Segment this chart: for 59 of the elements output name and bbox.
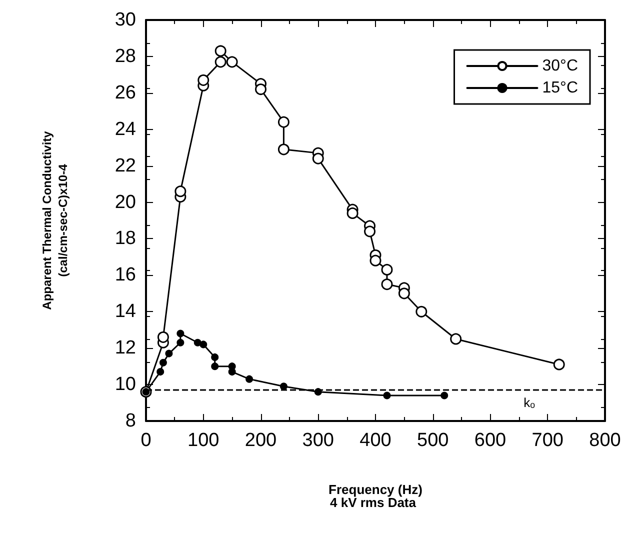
point — [176, 330, 184, 338]
point — [381, 264, 393, 276]
x-tick-label: 700 — [532, 430, 564, 451]
x-tick-label: 500 — [417, 430, 449, 451]
y-tick-label: 14 — [114, 301, 136, 322]
point — [228, 368, 236, 376]
y-tick-label: 16 — [114, 264, 136, 286]
y-tick-label: 8 — [125, 410, 136, 432]
point — [198, 74, 210, 86]
y-tick-label: 26 — [114, 82, 136, 104]
point — [214, 56, 226, 68]
y-tick-label: 22 — [114, 155, 136, 176]
point — [157, 331, 169, 343]
x-axis-title: Frequency (Hz) — [328, 482, 422, 497]
point — [211, 362, 219, 370]
point — [280, 382, 288, 390]
y-tick-label: 18 — [114, 228, 136, 250]
x-tick-label: 800 — [589, 430, 621, 451]
x-tick-label: 200 — [244, 430, 277, 451]
y-axis-title: Apparent Thermal Conductivity (cal/cm-sec-C)x10-4 — [40, 130, 70, 310]
point — [346, 207, 358, 219]
point — [383, 392, 391, 400]
point — [156, 368, 164, 376]
point — [370, 254, 382, 266]
y-tick-label: 28 — [114, 46, 136, 67]
x-tick-label: 300 — [302, 430, 334, 451]
y-tick-label: 30 — [114, 10, 136, 30]
x-tick-label: 600 — [474, 430, 506, 451]
legend-label: 15°C — [542, 80, 578, 96]
y-tick-label: 12 — [114, 338, 136, 359]
point — [246, 375, 254, 383]
y-tick-label: 20 — [114, 192, 136, 213]
point — [398, 288, 410, 300]
x-tick-label: 100 — [188, 430, 220, 451]
point — [553, 358, 565, 370]
point — [278, 144, 290, 156]
y-tick-label: 24 — [114, 118, 136, 140]
point — [165, 350, 173, 358]
x-tick-label: 400 — [360, 430, 392, 451]
point — [416, 306, 428, 318]
y-tick-label: 10 — [114, 374, 136, 396]
point — [159, 358, 167, 366]
point — [312, 152, 324, 164]
point — [278, 116, 290, 128]
point — [211, 353, 219, 361]
point — [200, 340, 208, 348]
point — [255, 84, 266, 96]
point — [381, 278, 393, 290]
x-tick-label: 0 — [140, 430, 152, 451]
point — [450, 333, 462, 345]
point — [440, 392, 448, 400]
legend-label: 30°C — [542, 58, 578, 74]
point — [214, 45, 226, 57]
point — [194, 338, 202, 346]
point — [176, 338, 184, 346]
point — [226, 56, 238, 68]
ref-line-label: kₒ — [524, 395, 536, 410]
point — [364, 226, 376, 238]
point — [174, 186, 186, 198]
